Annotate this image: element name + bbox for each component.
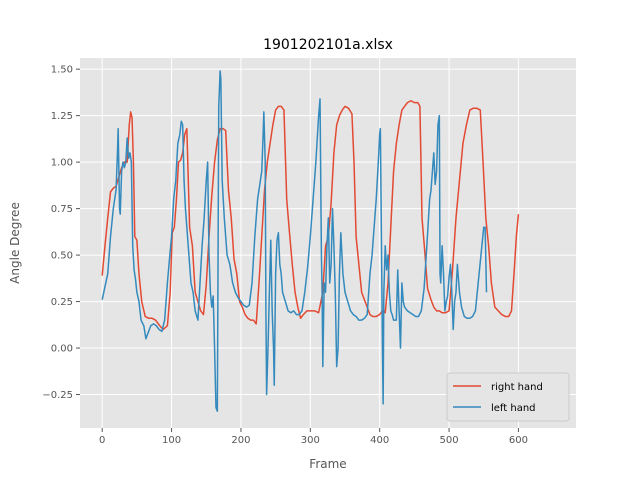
y-tick-label: 1.50 <box>51 65 73 76</box>
y-tick-label: −0.25 <box>42 390 73 401</box>
y-tick-label: 0.00 <box>51 344 73 355</box>
x-tick-label: 600 <box>509 435 528 446</box>
legend-label-right-hand: right hand <box>491 382 543 393</box>
x-tick-label: 500 <box>440 435 459 446</box>
x-tick-label: 200 <box>231 435 250 446</box>
x-tick-label: 300 <box>301 435 320 446</box>
legend-frame <box>446 372 570 422</box>
y-tick-label: 0.50 <box>51 251 73 262</box>
series-group <box>101 70 520 413</box>
series-line-left-hand <box>101 70 488 413</box>
series-line-right-hand <box>101 100 520 331</box>
y-tick-label: 1.25 <box>51 111 73 122</box>
x-tick-label: 0 <box>99 435 105 446</box>
x-tick-label: 100 <box>162 435 181 446</box>
legend-label-left-hand: left hand <box>491 403 536 414</box>
x-tick-label: 400 <box>370 435 389 446</box>
y-tick-label: 1.00 <box>51 158 73 169</box>
x-axis-ticks: 0 100 200 300 400 500 600 <box>99 428 528 446</box>
x-axis-label: Frame <box>309 457 346 471</box>
y-tick-label: 0.75 <box>51 204 73 215</box>
plot-area <box>80 58 576 428</box>
legend: right hand left hand <box>446 372 570 422</box>
y-axis-label: Angle Degree <box>8 202 22 284</box>
chart-title: 1901202101a.xlsx <box>263 37 393 53</box>
y-axis-ticks: −0.25 0.00 0.25 0.50 0.75 1.00 1.25 1.50 <box>42 65 80 401</box>
y-tick-label: 0.25 <box>51 297 73 308</box>
